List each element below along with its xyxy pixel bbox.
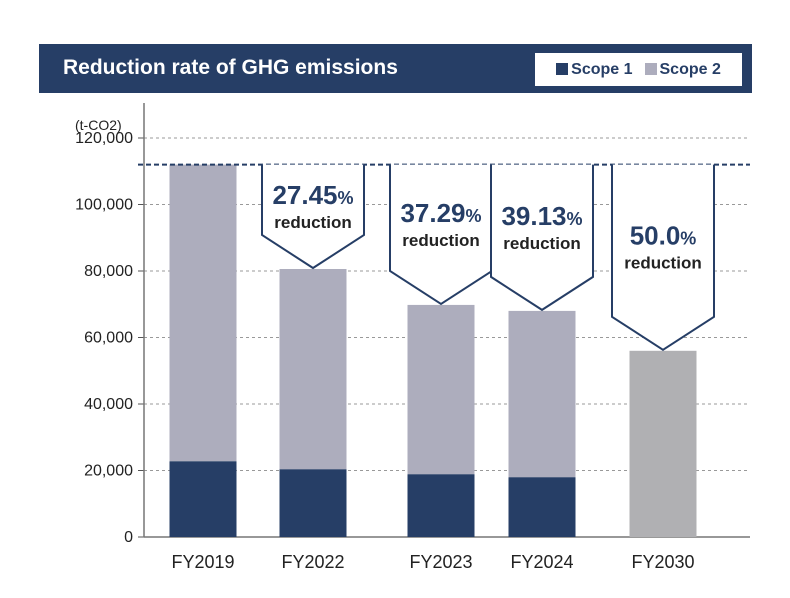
bar-scope2-FY2022 [279, 269, 347, 470]
rate-unit: % [680, 229, 696, 249]
reduction-label: reduction [503, 234, 580, 253]
reduction-rate-FY2022: 27.45% [272, 180, 353, 210]
rate-value: 39.13 [501, 201, 566, 231]
chart-header: Reduction rate of GHG emissions Scope 1 … [39, 44, 752, 93]
y-tick-label: 0 [124, 529, 133, 546]
legend-item-scope1: Scope 1 [556, 60, 633, 79]
bar-scope1-FY2023 [407, 474, 475, 537]
y-tick-label: 100,000 [75, 197, 133, 214]
rate-value: 27.45 [272, 180, 337, 210]
rate-unit: % [466, 206, 482, 226]
x-tick-label: FY2022 [281, 552, 344, 572]
y-tick-label: 120,000 [75, 130, 133, 147]
x-tick-label: FY2030 [631, 552, 694, 572]
rate-unit: % [338, 188, 354, 208]
x-tick-label: FY2023 [409, 552, 472, 572]
legend-swatch-scope1 [556, 62, 569, 75]
bar-target-FY2030 [629, 350, 697, 537]
reduction-label: reduction [624, 254, 701, 273]
reduction-rate-FY2024: 39.13% [501, 201, 582, 231]
callout-FY2022 [261, 164, 365, 270]
rate-value: 37.29 [400, 198, 465, 228]
bar-scope2-FY2019 [169, 164, 237, 462]
y-axis-label: (t-CO2) [75, 117, 122, 133]
legend-label-scope2: Scope 2 [659, 60, 721, 78]
reduction-rate-FY2023: 37.29% [400, 198, 481, 228]
x-tick-label: FY2024 [510, 552, 573, 572]
bar-scope2-FY2024 [508, 310, 576, 478]
chart-title: Reduction rate of GHG emissions [63, 56, 398, 79]
rate-unit: % [567, 209, 583, 229]
legend-item-scope2: Scope 2 [644, 60, 721, 79]
legend: Scope 1 Scope 2 [535, 53, 742, 86]
callout-FY2030 [611, 164, 715, 351]
bar-scope1-FY2022 [279, 469, 347, 537]
y-tick-label: 20,000 [84, 463, 133, 480]
bar-scope2-FY2023 [407, 304, 475, 475]
reduction-label: reduction [402, 231, 479, 250]
reduction-label: reduction [274, 213, 351, 232]
reduction-rate-FY2030: 50.0% [630, 221, 697, 251]
legend-label-scope1: Scope 1 [571, 60, 633, 78]
y-tick-label: 80,000 [84, 263, 133, 280]
y-tick-label: 60,000 [84, 330, 133, 347]
legend-swatch-scope2 [644, 62, 657, 75]
bar-scope1-FY2024 [508, 477, 576, 537]
y-tick-label: 40,000 [84, 396, 133, 413]
rate-value: 50.0 [630, 221, 681, 251]
bar-scope1-FY2019 [169, 461, 237, 537]
x-tick-label: FY2019 [171, 552, 234, 572]
callout-FY2024 [490, 164, 594, 312]
